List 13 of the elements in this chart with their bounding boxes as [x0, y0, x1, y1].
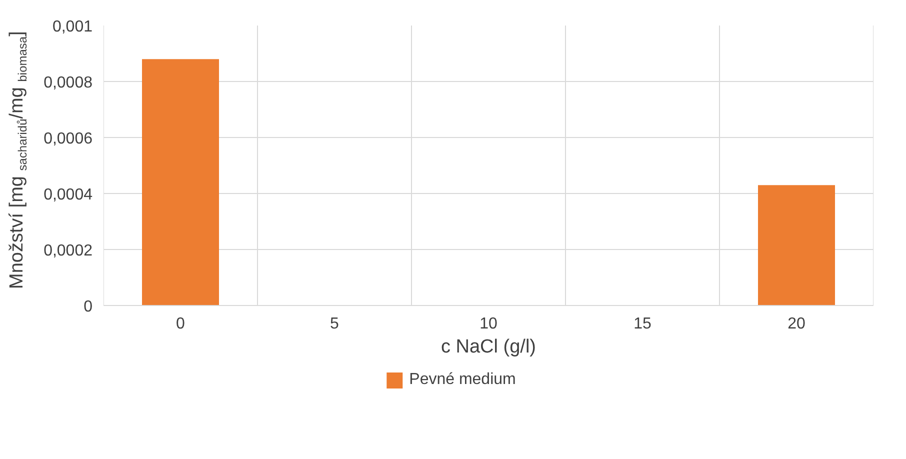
legend-label: Pevné medium — [409, 371, 516, 389]
y-tick-label: 0,0006 — [44, 130, 93, 148]
x-axis-title: c NaCl (g/l) — [440, 336, 536, 358]
y-tick-label: 0,0004 — [44, 186, 93, 204]
x-tick-label: 15 — [634, 316, 652, 332]
y-tick-label: 0,0002 — [44, 242, 93, 260]
y-tick-label: 0,0008 — [44, 74, 93, 92]
x-tick-label: 5 — [330, 316, 340, 332]
y-tick-label: 0,001 — [52, 18, 93, 36]
x-tick-label: 10 — [480, 316, 498, 332]
y-tick-label: 0 — [84, 298, 93, 316]
x-tick-label: 0 — [176, 316, 186, 332]
x-tick-label: 20 — [788, 316, 806, 332]
